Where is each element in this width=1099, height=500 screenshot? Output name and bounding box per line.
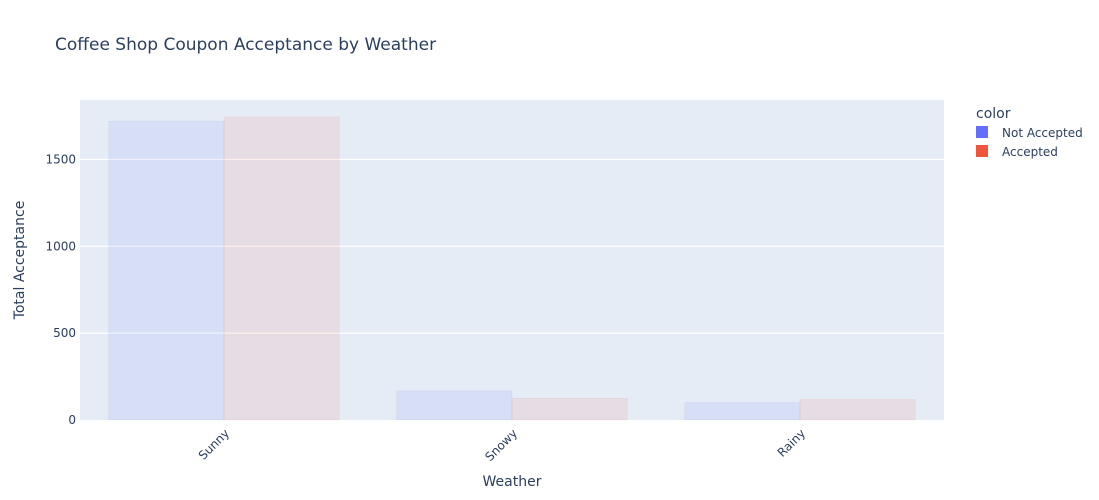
bar-not-accepted-snowy[interactable] <box>396 390 513 421</box>
y-tick-label: 500 <box>53 326 76 340</box>
y-tick-label: 1500 <box>45 152 76 166</box>
legend-swatch <box>976 126 988 138</box>
x-tick-label: Snowy <box>482 426 520 464</box>
bar-accepted-rainy[interactable] <box>799 399 916 421</box>
chart-title: Coffee Shop Coupon Acceptance by Weather <box>55 35 436 55</box>
bar-not-accepted-rainy[interactable] <box>684 402 801 421</box>
y-axis-title: Total Acceptance <box>12 201 28 321</box>
y-tick-label: 0 <box>68 413 76 427</box>
grid-lines <box>80 158 944 334</box>
x-tick-label: Sunny <box>196 426 232 462</box>
legend-item-label[interactable]: Accepted <box>1002 145 1058 159</box>
x-axis-ticks: Sunny Snowy Rainy <box>196 426 808 464</box>
bar-accepted-sunny[interactable] <box>223 116 340 421</box>
bar-accepted-snowy[interactable] <box>511 397 628 421</box>
legend-item-label[interactable]: Not Accepted <box>1002 126 1083 140</box>
legend-title: color <box>976 106 1011 122</box>
y-tick-label: 1000 <box>45 239 76 253</box>
x-axis-title: Weather <box>483 474 542 490</box>
y-axis-ticks: 0 500 1000 1500 <box>45 152 76 427</box>
legend-swatch <box>976 145 988 157</box>
bar-not-accepted-sunny[interactable] <box>108 120 225 421</box>
x-tick-label: Rainy <box>775 426 809 460</box>
plot-area <box>80 100 944 420</box>
bars <box>108 116 916 421</box>
legend: color Not Accepted Accepted <box>976 106 1083 159</box>
